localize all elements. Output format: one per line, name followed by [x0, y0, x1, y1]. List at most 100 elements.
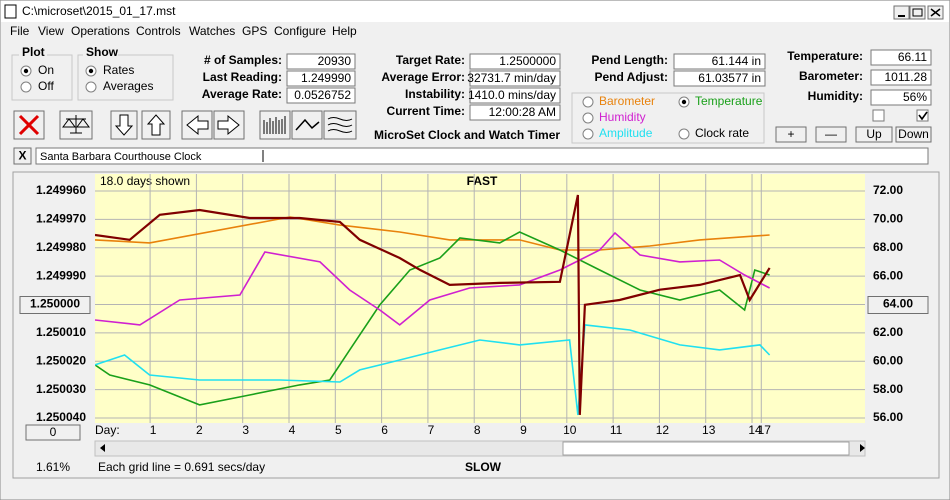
y-tick-label: 1.250030	[36, 382, 86, 396]
radio-button[interactable]	[85, 81, 97, 93]
field-box	[286, 87, 356, 104]
field-box	[286, 53, 356, 70]
bottom-label: SLOW	[465, 460, 502, 474]
x-tick-label: 10	[563, 423, 577, 437]
field-box	[286, 70, 356, 87]
x-tick-label: 14	[748, 423, 762, 437]
close-watch-button[interactable]	[13, 147, 32, 165]
series-line	[95, 231, 770, 406]
watch-name-field[interactable]	[35, 147, 929, 165]
legend-label: Humidity	[599, 110, 646, 124]
scroll-left[interactable]	[100, 444, 105, 452]
action-button-label: +	[787, 127, 794, 141]
checkbox[interactable]	[916, 109, 929, 122]
window-controls[interactable]	[893, 5, 944, 20]
menu-item[interactable]: File	[10, 24, 30, 38]
maximize-icon	[912, 8, 923, 17]
menu-item[interactable]: Watches	[189, 24, 235, 38]
legend-label: Temperature	[695, 94, 763, 108]
radio-button[interactable]	[20, 81, 32, 93]
x-tick-label: 3	[242, 423, 249, 437]
close-watch-label: X	[18, 149, 26, 163]
plot-area	[95, 174, 865, 423]
radio-label: Averages	[103, 79, 153, 93]
y-tick-label: 1.250000	[30, 297, 80, 311]
field-label: # of Samples:	[204, 53, 282, 67]
radio-label: Off	[38, 79, 54, 93]
y2-tick-label: 64.00	[883, 297, 913, 311]
legend-label: Amplitude	[599, 126, 653, 140]
percent-label: 1.61%	[36, 460, 70, 474]
title-bar	[1, 1, 949, 22]
radio-button[interactable]	[582, 96, 594, 108]
scroll-thumb[interactable]	[562, 441, 850, 456]
balance-icon	[62, 115, 90, 134]
minimize-button[interactable]	[893, 5, 910, 20]
field-value: 56%	[903, 90, 927, 104]
series-line	[95, 216, 770, 251]
field-box	[673, 53, 766, 70]
field-label: Instability:	[405, 87, 465, 101]
tick-button[interactable]	[19, 296, 91, 314]
left-icon	[186, 114, 209, 136]
field-box	[469, 104, 561, 121]
radio-dot	[23, 68, 29, 74]
menu-item[interactable]: Operations	[71, 24, 130, 38]
grid-note: Each grid line = 0.691 secs/day	[98, 460, 265, 474]
line-button[interactable]	[291, 110, 323, 140]
action-button-label: Down	[898, 127, 929, 141]
action-button[interactable]	[855, 126, 893, 143]
legend-label: Clock rate	[695, 126, 749, 140]
plot-select-box	[571, 92, 765, 144]
series-line	[95, 324, 771, 416]
radio-dot	[681, 99, 687, 105]
window-title: C:\microset\2015_01_17.mst	[22, 4, 176, 18]
x-tick-label: 9	[520, 423, 527, 437]
radio-button[interactable]	[582, 128, 594, 140]
action-button[interactable]	[815, 126, 847, 143]
field-box	[673, 70, 766, 87]
chart-frame: 0 18.0 days shown FAST SLOW Each grid li…	[12, 171, 940, 479]
up-icon	[146, 114, 166, 136]
field-box	[469, 87, 561, 104]
offset-button[interactable]	[25, 424, 81, 441]
checkbox[interactable]	[872, 109, 885, 122]
field-label: Pend Adjust:	[594, 70, 668, 84]
y2-tick-label: 68.00	[873, 240, 903, 254]
field-value: 12:00:28 AM	[489, 105, 556, 119]
y2-tick-label: 72.00	[873, 183, 903, 197]
radio-label: Rates	[103, 63, 134, 77]
y-tick-label: 1.249970	[36, 212, 86, 226]
y-tick-label: 1.250020	[36, 353, 86, 367]
menu-item[interactable]: Controls	[136, 24, 181, 38]
menu-item[interactable]: View	[38, 24, 64, 38]
menu-item[interactable]: Configure	[274, 24, 326, 38]
radio-button[interactable]	[678, 128, 690, 140]
check-mark	[918, 111, 928, 121]
group-title-bg	[19, 47, 47, 59]
field-value: 1410.0 mins/day	[468, 88, 556, 102]
y2-tick-label: 58.00	[873, 382, 903, 396]
menu-item[interactable]: Help	[332, 24, 357, 38]
action-button[interactable]	[775, 126, 807, 143]
x-tick-label: 6	[381, 423, 388, 437]
down-icon	[114, 114, 134, 136]
bars-icon	[263, 116, 286, 134]
scroll-right[interactable]	[860, 444, 865, 452]
action-button[interactable]	[895, 126, 932, 143]
x-tick-label: 8	[474, 423, 481, 437]
app-icon	[4, 4, 17, 19]
field-box	[870, 69, 932, 86]
y-tick-label: 1.249990	[36, 268, 86, 282]
radio-button[interactable]	[582, 112, 594, 124]
y-tick-label: 1.249960	[36, 183, 86, 197]
field-value: 20930	[318, 54, 352, 68]
tick-button[interactable]	[867, 296, 929, 314]
y-tick-label: 1.250010	[36, 325, 86, 339]
menu-item[interactable]: GPS	[242, 24, 267, 38]
field-value: 1.249990	[301, 71, 351, 85]
radio-label: On	[38, 63, 54, 77]
field-box	[870, 89, 932, 106]
maximize-button[interactable]	[909, 5, 926, 20]
